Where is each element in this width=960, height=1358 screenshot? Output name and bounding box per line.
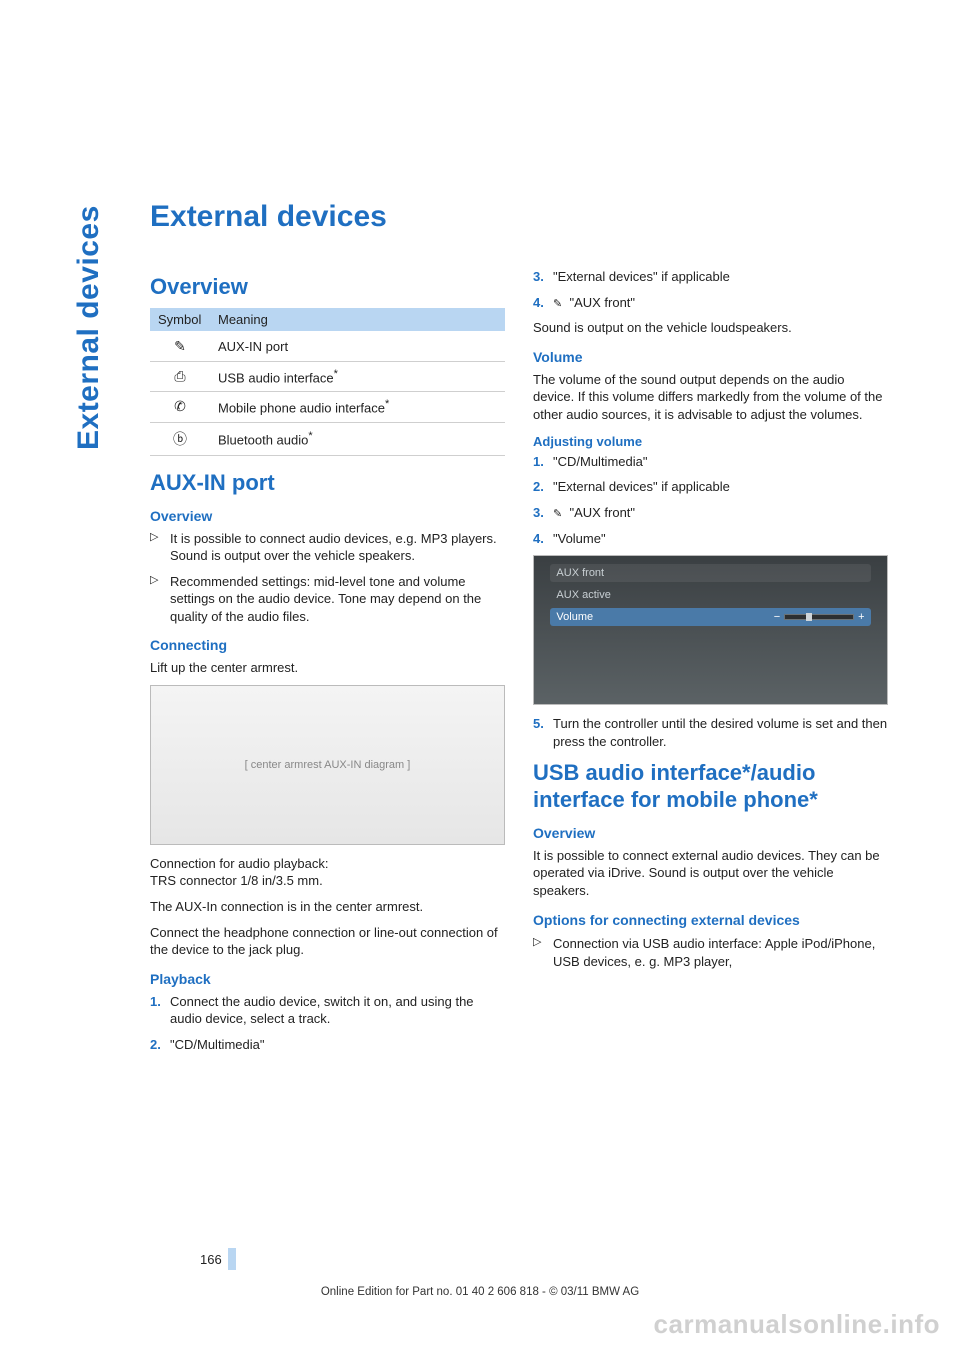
- aux-overview-list: It is possible to connect audio devices,…: [150, 530, 505, 626]
- aux-icon: ✎: [174, 338, 186, 354]
- aux-icon: ✎: [553, 298, 562, 310]
- left-column: Overview Symbol Meaning ✎ AUX-IN port ⎙: [150, 264, 505, 1061]
- list-item: Connect the audio device, switch it on, …: [150, 993, 505, 1028]
- meaning-text: Mobile phone audio interface: [218, 401, 385, 416]
- phone-icon: ✆: [174, 398, 186, 414]
- connecting-heading: Connecting: [150, 637, 505, 653]
- plus-icon: +: [858, 611, 864, 623]
- page-number: 166: [200, 1252, 222, 1267]
- list-item: "CD/Multimedia": [150, 1036, 505, 1054]
- list-item: ✎ "AUX front": [533, 294, 888, 312]
- aux-heading: AUX-IN port: [150, 470, 505, 496]
- usb-overview-heading: Overview: [533, 825, 888, 841]
- volume-heading: Volume: [533, 349, 888, 365]
- slider-bar: [784, 614, 854, 620]
- minus-icon: −: [774, 611, 780, 623]
- screen-title: AUX front: [550, 564, 870, 582]
- col-meaning: Meaning: [210, 308, 505, 332]
- table-row: ✎ AUX-IN port: [150, 332, 505, 362]
- list-item: "Volume": [533, 530, 888, 548]
- step-text: "AUX front": [569, 505, 635, 520]
- table-row: ⓑ Bluetooth audio*: [150, 422, 505, 455]
- meaning-text: AUX-IN port: [218, 339, 288, 354]
- page-number-wrap: 166: [200, 1248, 236, 1270]
- conn-p3: Connect the headphone connection or line…: [150, 924, 505, 959]
- table-row: ✆ Mobile phone audio interface*: [150, 392, 505, 422]
- screen-row-label: Volume: [556, 611, 593, 623]
- connecting-text: Lift up the center armrest.: [150, 659, 505, 677]
- page-title: External devices: [150, 200, 888, 234]
- playback-steps: Connect the audio device, switch it on, …: [150, 993, 505, 1054]
- list-item: Connection via USB audio interface: Appl…: [533, 935, 888, 970]
- adjusting-volume-steps: "CD/Multimedia" "External devices" if ap…: [533, 453, 888, 547]
- playback-heading: Playback: [150, 971, 505, 987]
- aux-icon: ✎: [553, 508, 562, 520]
- footer-text: Online Edition for Part no. 01 40 2 606 …: [0, 1286, 960, 1298]
- sound-output-text: Sound is output on the vehicle loudspeak…: [533, 319, 888, 337]
- adjusting-volume-heading: Adjusting volume: [533, 434, 888, 449]
- list-item: Recommended settings: mid-level tone and…: [150, 573, 505, 626]
- meaning-text: Bluetooth audio: [218, 432, 308, 447]
- list-item: "External devices" if applicable: [533, 478, 888, 496]
- list-item: ✎ "AUX front": [533, 504, 888, 522]
- watermark: carmanualsonline.info: [654, 1309, 940, 1340]
- usb-overview-text: It is possible to connect external audio…: [533, 847, 888, 900]
- right-column: "External devices" if applicable ✎ "AUX …: [533, 264, 888, 1061]
- playback-steps-cont: "External devices" if applicable ✎ "AUX …: [533, 268, 888, 311]
- list-item: "External devices" if applicable: [533, 268, 888, 286]
- adjusting-volume-steps-cont: Turn the controller until the desired vo…: [533, 715, 888, 750]
- volume-slider: − +: [774, 611, 865, 623]
- list-item: Turn the controller until the desired vo…: [533, 715, 888, 750]
- bluetooth-icon: ⓑ: [173, 431, 187, 447]
- screen-sub: AUX active: [550, 586, 870, 604]
- overview-heading: Overview: [150, 274, 505, 300]
- screen-volume-row: Volume − +: [550, 608, 870, 626]
- usb-heading: USB audio interface*/audio interface for…: [533, 760, 888, 813]
- aux-overview-heading: Overview: [150, 508, 505, 524]
- side-tab-label: External devices: [72, 205, 106, 450]
- list-item: It is possible to connect audio devices,…: [150, 530, 505, 565]
- symbol-table: Symbol Meaning ✎ AUX-IN port ⎙ USB audio…: [150, 308, 505, 456]
- idrive-screen-figure: AUX front AUX active Volume − +: [533, 555, 888, 705]
- col-symbol: Symbol: [150, 308, 210, 332]
- armrest-figure: [ center armrest AUX-IN diagram ]: [150, 685, 505, 845]
- conn-p1: Connection for audio playback: TRS conne…: [150, 855, 505, 890]
- list-item: "CD/Multimedia": [533, 453, 888, 471]
- usb-options-list: Connection via USB audio interface: Appl…: [533, 935, 888, 970]
- table-row: ⎙ USB audio interface*: [150, 362, 505, 392]
- usb-icon: ⎙: [174, 368, 185, 384]
- conn-p2: The AUX-In connection is in the center a…: [150, 898, 505, 916]
- meaning-text: USB audio interface: [218, 370, 334, 385]
- usb-options-heading: Options for connecting external devices: [533, 912, 888, 930]
- volume-text: The volume of the sound output depends o…: [533, 371, 888, 424]
- step-text: "AUX front": [569, 295, 635, 310]
- page-number-mark: [228, 1248, 236, 1270]
